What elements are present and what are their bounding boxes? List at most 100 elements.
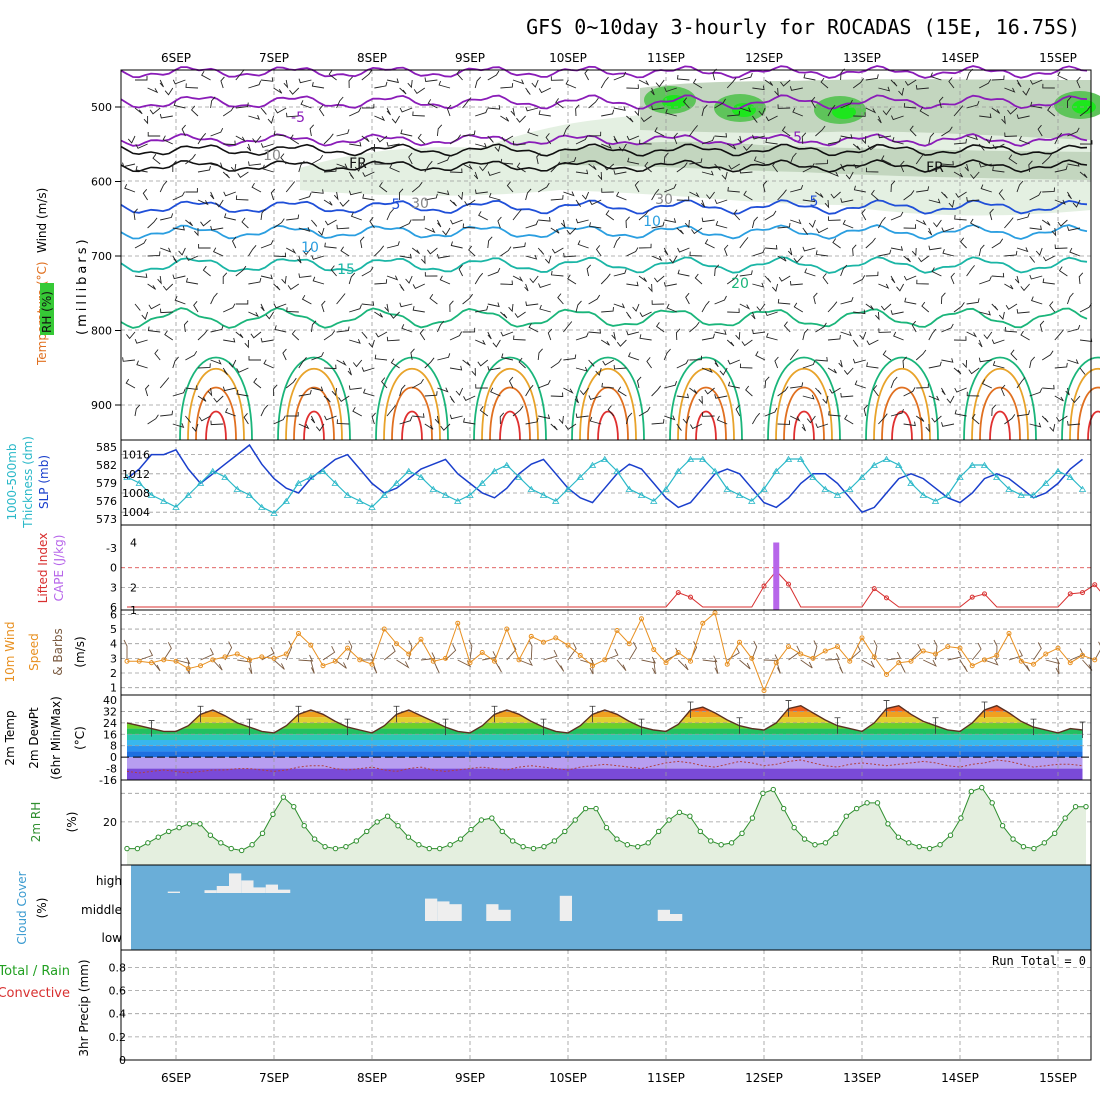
- wind-speed-point: [443, 655, 448, 661]
- wind-barb: [902, 356, 907, 369]
- wind-barb: [260, 208, 266, 221]
- wind-speed-point: [467, 660, 473, 666]
- wind-barb: [324, 219, 337, 226]
- wind-barb: [941, 422, 955, 427]
- wind-barb: [210, 292, 218, 305]
- wind-barb: [260, 303, 265, 312]
- wind-barb: [531, 79, 539, 88]
- middle-cloud-bar: [425, 898, 438, 921]
- surface-wind-barb: [947, 650, 963, 661]
- wind-speed-point: [737, 639, 742, 645]
- wind-barb: [801, 423, 806, 432]
- wind-barb: [676, 196, 690, 201]
- wind-barb: [525, 220, 539, 229]
- wind-barb: [154, 349, 161, 361]
- rh-point: [655, 828, 662, 835]
- wind-barb: [210, 420, 224, 426]
- rh-point: [833, 830, 839, 837]
- wind-barb: [462, 163, 473, 170]
- wind-barb: [1057, 219, 1068, 227]
- wind-barb: [323, 364, 337, 370]
- wind-barb: [589, 199, 602, 206]
- wind-barb: [312, 276, 325, 285]
- wind-speed-point: [847, 658, 853, 664]
- temp-range-bar: [295, 705, 302, 723]
- wind-barb: [882, 350, 892, 361]
- wind-barb: [664, 87, 677, 93]
- wind-barb: [979, 276, 992, 285]
- wind-barb: [222, 272, 228, 284]
- cloud-background: [131, 865, 1091, 950]
- wind-barb: [586, 264, 592, 277]
- wind-barb: [311, 82, 325, 89]
- wind-barb: [462, 97, 472, 109]
- wind-speed-point: [492, 658, 497, 664]
- wind-barb: [241, 217, 249, 229]
- wind-barb: [311, 255, 325, 260]
- cloud-level-label: low: [102, 931, 123, 945]
- wind-barb: [815, 250, 829, 257]
- wind-barb: [323, 133, 334, 145]
- thickness-point: [870, 461, 878, 468]
- lifted-index-point: [688, 594, 693, 600]
- wind-barb: [286, 412, 299, 417]
- wind-barb: [1076, 76, 1081, 89]
- wind-barb: [220, 76, 225, 89]
- wind-barb: [1030, 79, 1043, 85]
- wind-barb: [1029, 255, 1036, 263]
- wind-barb: [1042, 187, 1055, 193]
- wind-barb: [315, 423, 325, 432]
- wind-barb: [962, 359, 968, 369]
- wind-barb: [663, 348, 671, 361]
- top-date-label: 12SEP: [745, 51, 783, 65]
- thickness-point: [160, 497, 168, 504]
- wind-barb: [644, 161, 652, 173]
- wind-barb: [222, 367, 228, 375]
- surface-wind-barb: [677, 659, 689, 671]
- wind-barb: [781, 126, 791, 137]
- wind-barb: [931, 415, 942, 423]
- wind-barb: [675, 328, 681, 341]
- wind-barb: [824, 199, 830, 209]
- warm-lobe-8-0: [963, 356, 1037, 441]
- thickness-point: [588, 461, 597, 468]
- wind-barb: [866, 362, 879, 369]
- wind-barb: [399, 219, 412, 229]
- wind-barb: [689, 387, 698, 394]
- wind-barb: [475, 108, 488, 117]
- wind-barb: [251, 182, 262, 193]
- wind-barb: [637, 376, 642, 389]
- warm-lobe-6-0: [767, 356, 841, 441]
- wind-barb: [575, 135, 588, 145]
- wind-barb: [297, 255, 302, 264]
- wind-barb: [368, 339, 375, 349]
- warm-lobe-3-1: [481, 367, 539, 441]
- wind-barb: [878, 133, 892, 139]
- wind-barb: [565, 79, 577, 89]
- wind-barb: [558, 415, 564, 425]
- lifted-index-point: [1092, 582, 1098, 588]
- wind-barb: [827, 367, 837, 374]
- rh-point: [999, 823, 1006, 829]
- wind-barb: [136, 360, 148, 369]
- bottom-date-label: 14SEP: [941, 1071, 979, 1085]
- precip-panel: Run Total = 0 0.80.60.40.20: [109, 949, 1092, 1067]
- wind-barb: [939, 96, 944, 109]
- wind-barb: [336, 96, 344, 109]
- wind-barb: [739, 303, 751, 310]
- wind-barb: [260, 404, 269, 417]
- humid-peak-1: [732, 103, 756, 117]
- wind-barb: [311, 219, 318, 227]
- wind-barb: [477, 359, 489, 367]
- wind-barb: [893, 331, 904, 341]
- wind-speed-point: [259, 654, 265, 660]
- wind-barb: [562, 124, 571, 137]
- wind-barb: [200, 219, 211, 227]
- wind-barb: [701, 170, 714, 176]
- wind-barb: [676, 423, 682, 431]
- wind-barb: [210, 162, 223, 168]
- wind-barb: [588, 131, 602, 137]
- wind-barb: [941, 323, 954, 333]
- temp-band: [127, 751, 1083, 758]
